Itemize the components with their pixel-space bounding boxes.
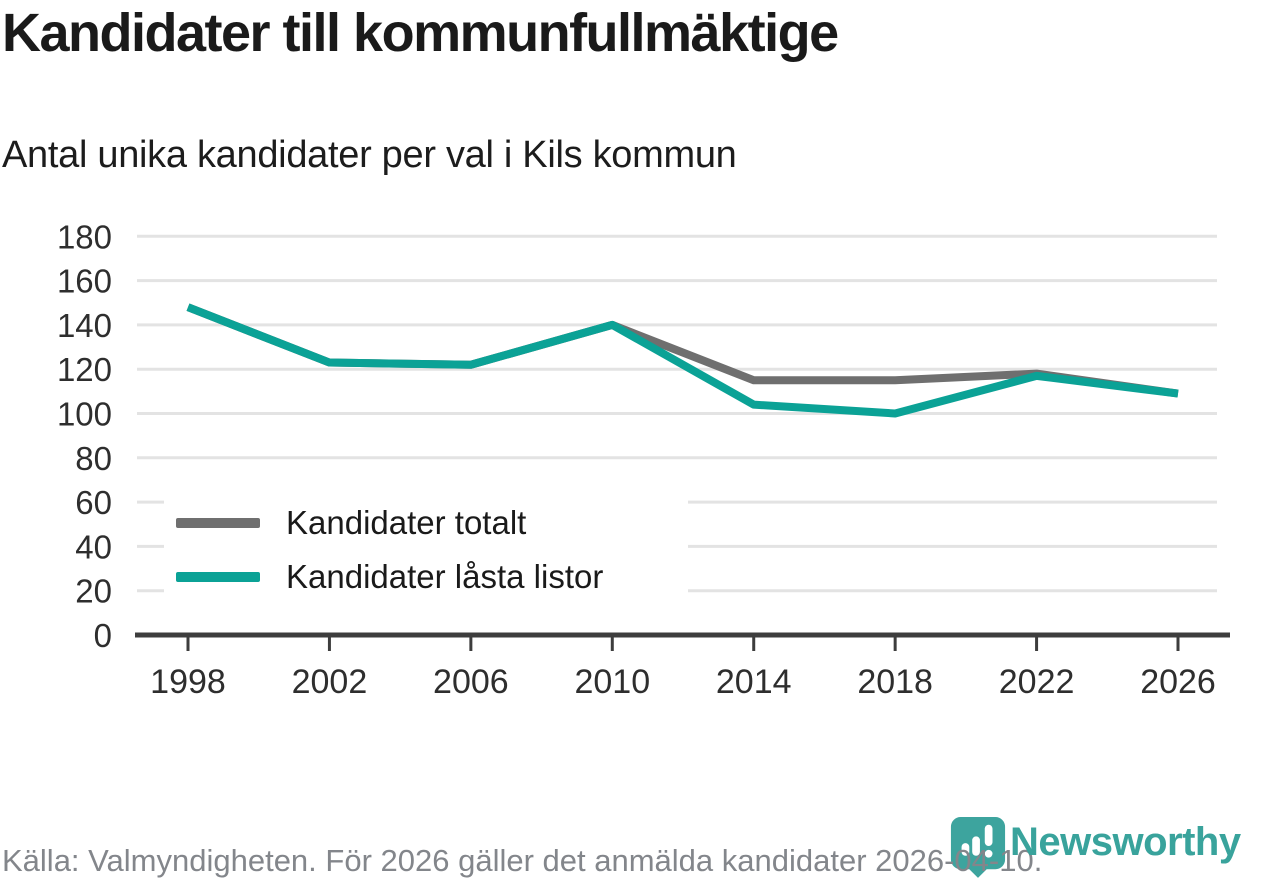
- legend-item-locked-lists: Kandidater låsta listor: [164, 550, 688, 604]
- bar-tall: [984, 824, 993, 847]
- chart-legend: Kandidater totalt Kandidater låsta listo…: [164, 494, 688, 606]
- y-axis-tick-label: 120: [57, 351, 112, 388]
- series-line-1: [186, 303, 1179, 418]
- y-axis-tick-label: 40: [75, 528, 112, 565]
- x-axis-tick-label: 2010: [574, 663, 650, 701]
- newsworthy-wordmark: Newsworthy: [1010, 820, 1241, 864]
- legend-label-locked-lists: Kandidater låsta listor: [286, 558, 604, 595]
- y-axis-tick-label: 80: [75, 440, 112, 477]
- chart-subtitle: Antal unika kandidater per val i Kils ko…: [2, 134, 737, 176]
- y-axis-tick-label: 20: [75, 573, 112, 610]
- y-axis-tick-label: 0: [94, 617, 112, 654]
- y-axis-tick-label: 180: [57, 218, 112, 255]
- y-axis-tick-label: 100: [57, 396, 112, 433]
- y-axis-tick-label: 160: [57, 263, 112, 300]
- y-axis-tick-label: 60: [75, 484, 112, 521]
- bar-short: [961, 843, 970, 856]
- x-axis-tick-label: 2002: [292, 663, 368, 701]
- y-axis-tick-label: 140: [57, 307, 112, 344]
- source-note: Källa: Valmyndigheten. För 2026 gäller d…: [2, 843, 1043, 878]
- legend-label-total: Kandidater totalt: [286, 504, 527, 541]
- x-axis-tick-label: 2026: [1140, 663, 1216, 701]
- x-axis-tick-label: 2018: [857, 663, 933, 701]
- x-axis-tick-label: 2022: [999, 663, 1075, 701]
- legend-swatch-total: [176, 518, 260, 528]
- x-axis-tick-label: 2014: [716, 663, 792, 701]
- page-title: Kandidater till kommunfullmäktige: [2, 3, 839, 63]
- legend-swatch-locked-lists: [176, 572, 260, 582]
- legend-item-total: Kandidater totalt: [164, 496, 688, 550]
- x-axis-tick-label: 2006: [433, 663, 509, 701]
- newsworthy-pin-barchart-icon: [950, 817, 1006, 878]
- exclamation-dot: [984, 849, 993, 858]
- x-axis-tick-label: 1998: [150, 663, 226, 701]
- line-chart: 0 20 40 60 80 100 120 140 160 180 1998 2002 2006 2010…: [57, 218, 1230, 701]
- bar-medium: [972, 836, 980, 856]
